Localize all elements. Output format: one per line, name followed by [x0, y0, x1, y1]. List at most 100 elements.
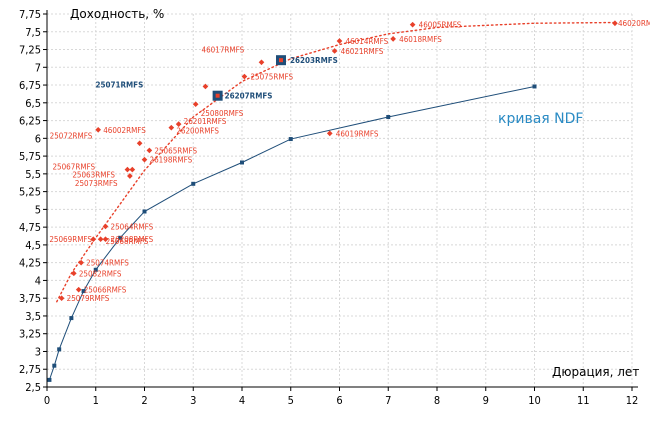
- ofz-point: [336, 38, 343, 44]
- ofz-point: [390, 36, 396, 42]
- ndf-point: [532, 84, 537, 89]
- ndf-point: [240, 160, 244, 165]
- y-tick-label: 6,25: [19, 115, 41, 128]
- y-tick-label: 3,75: [19, 292, 41, 305]
- x-tick-label: 12: [626, 394, 639, 407]
- ofz-point-label: 46021RMFS: [341, 47, 384, 56]
- ofz-point: [279, 58, 283, 63]
- ofz-point: [326, 130, 333, 137]
- ndf-point: [69, 316, 74, 321]
- x-tick-label: 11: [577, 394, 590, 407]
- ofz-point-label: 25073RMFS: [75, 179, 118, 188]
- ofz-trend-line: [56, 21, 616, 303]
- ofz-point-label: 46020RMFS: [618, 19, 650, 28]
- ofz-point: [168, 124, 175, 131]
- ndf-point: [81, 289, 86, 294]
- ofz-point: [124, 166, 131, 173]
- y-tick-label: 4,75: [19, 221, 41, 234]
- y-tick-label: 6,75: [19, 79, 41, 92]
- ofz-point-label: 46019RMFS: [336, 129, 379, 138]
- ofz-point-label: 25074RMFS: [86, 259, 129, 268]
- ndf-point: [52, 363, 57, 368]
- ofz-point-label: 25072RMFS: [50, 131, 93, 140]
- x-tick-label: 8: [434, 394, 440, 407]
- y-tick-label: 4,5: [25, 239, 41, 252]
- ofz-point: [127, 173, 133, 179]
- x-tick-label: 3: [190, 394, 196, 407]
- ofz-point-label: 25075RMFS: [250, 73, 293, 82]
- ofz-point-label: 25080RMFS: [201, 109, 244, 118]
- y-tick-label: 6,5: [25, 97, 41, 110]
- y-tick-label: 6: [35, 132, 41, 145]
- ofz-point-label: 46017RMFS: [202, 45, 245, 54]
- ofz-point: [202, 83, 209, 90]
- ofz-point-label: 25079RMFS: [67, 294, 110, 303]
- x-tick-label: 10: [528, 394, 541, 407]
- ndf-point: [288, 137, 293, 142]
- ofz-point-label: 26198RMFS: [150, 156, 193, 165]
- ofz-point: [97, 236, 104, 243]
- ofz-point-label: 46002RMFS: [103, 126, 146, 135]
- ofz-point-label: 25069RMFS: [49, 235, 92, 244]
- y-tick-label: 7: [35, 61, 41, 74]
- ndf-point: [47, 377, 52, 382]
- ofz-point-label: 25071RMFS: [95, 80, 143, 89]
- ofz-point: [215, 93, 220, 98]
- ofz-point: [612, 20, 618, 27]
- ofz-point: [175, 121, 182, 127]
- y-tick-label: 3,25: [19, 328, 41, 341]
- ofz-point-label: 26203RMFS: [290, 56, 338, 65]
- ndf-point: [142, 209, 147, 214]
- ofz-point: [70, 270, 77, 277]
- y-axis-title: Доходность, %: [70, 7, 164, 21]
- grid: [47, 13, 633, 387]
- y-tick-label: 7,25: [19, 44, 41, 57]
- ndf-point: [93, 267, 98, 272]
- y-tick-label: 4: [35, 274, 41, 287]
- ofz-point-label: 26201RMFS: [184, 117, 227, 126]
- ofz-point: [78, 259, 84, 266]
- ofz-point-label: 26200RMFS: [176, 127, 219, 136]
- y-tick-label: 5,5: [25, 168, 41, 181]
- y-tick-label: 7,5: [25, 26, 41, 39]
- ofz-point: [90, 236, 97, 243]
- y-tick-label: 2,75: [19, 363, 41, 376]
- x-tick-label: 0: [44, 394, 50, 407]
- ofz-point-label: 46014RMFS: [346, 37, 389, 46]
- ofz-point: [146, 147, 153, 154]
- ofz-point-label: 46018RMFS: [399, 35, 442, 44]
- y-tick-label: 2,5: [25, 381, 41, 394]
- x-tick-labels: 0 1 2 3 4 5 6 7 8 9 10 11 12: [44, 394, 638, 407]
- y-tick-label: 3,5: [25, 310, 41, 323]
- x-tick-label: 5: [288, 394, 294, 407]
- x-tick-label: 4: [239, 394, 245, 407]
- ofz-point-label: 25067RMFS: [52, 163, 95, 172]
- ndf-curve: кривая NDF: [47, 84, 583, 382]
- x-axis-title: Дюрация, лет: [552, 365, 639, 379]
- ndf-point: [191, 181, 196, 186]
- y-tick-label: 5: [35, 203, 41, 216]
- ofz-point-label: 46005RMFS: [419, 21, 462, 30]
- ofz-point: [192, 101, 199, 108]
- x-tick-label: 1: [93, 394, 99, 407]
- ofz-point: [409, 21, 416, 28]
- ofz-point-label: 25082RMFS: [79, 269, 122, 278]
- ofz-point: [129, 166, 136, 173]
- y-tick-label: 5,25: [19, 186, 41, 199]
- ofz-point-label: 25068RMFS: [106, 237, 149, 246]
- ofz-point: [75, 286, 82, 293]
- y-tick-labels: 2,5 2,75 3 3,25 3,5 3,75 4 4,25 4,5 4,75 5 5,25 5,5 5…: [19, 8, 41, 394]
- y-tick-label: 5,75: [19, 150, 41, 163]
- ofz-point-label: 25065RMFS: [154, 146, 197, 155]
- ndf-series-label: кривая NDF: [498, 111, 583, 127]
- ofz-point: [102, 223, 109, 230]
- ndf-point: [386, 115, 391, 120]
- ofz-point-label: 26207RMFS: [225, 92, 273, 101]
- x-tick-label: 7: [385, 394, 391, 407]
- axes: [43, 10, 638, 391]
- y-tick-label: 4,25: [19, 257, 41, 270]
- ofz-point: [102, 236, 109, 243]
- y-tick-label: 3: [35, 345, 41, 358]
